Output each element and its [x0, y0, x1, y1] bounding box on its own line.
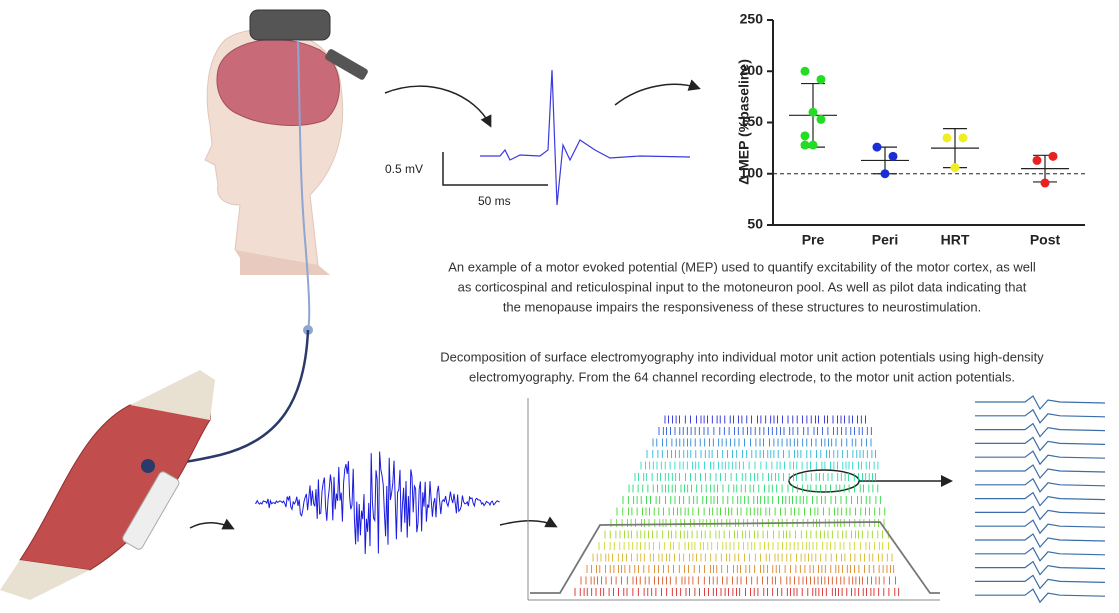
y-tick-label: 250	[740, 11, 764, 27]
y-axis-label: Δ MEP (%baseline)	[736, 59, 752, 185]
scale-bar	[442, 152, 548, 186]
muap-trace	[975, 464, 1106, 480]
spike-train	[616, 507, 886, 516]
muap-trace	[975, 491, 1106, 507]
emg-trace	[254, 451, 500, 555]
arrow	[614, 79, 701, 106]
data-point	[888, 151, 898, 161]
spike-train	[634, 473, 876, 481]
data-point	[800, 66, 810, 76]
muap-trace	[975, 533, 1106, 549]
spike-train	[592, 553, 893, 562]
muap-trace	[975, 422, 1106, 438]
data-point	[800, 131, 810, 141]
data-point	[816, 74, 826, 84]
data-point	[950, 163, 960, 173]
caption-line: An example of a motor evoked potential (…	[448, 259, 1036, 274]
arrow	[384, 85, 492, 128]
data-point	[1040, 178, 1050, 188]
muscle-illustration	[0, 370, 215, 600]
spike-train	[640, 461, 879, 470]
spike-train	[664, 415, 866, 424]
mep-chart: Δ MEP (%baseline) 50 100 150 200 250 Pre Peri H…	[736, 11, 1085, 248]
y-tick-label: 100	[740, 164, 764, 180]
scale-label: 50 ms	[478, 194, 511, 208]
muap-trace	[975, 395, 1106, 411]
data-point	[808, 107, 818, 117]
arrow	[189, 518, 235, 530]
spike-train	[598, 542, 889, 550]
firing-rate	[530, 521, 940, 594]
x-tick-label: Peri	[872, 232, 898, 248]
muap-trace	[975, 450, 1106, 466]
caption-line: electromyography. From the 64 channel re…	[469, 369, 1015, 384]
spike-train	[574, 588, 900, 596]
data-point	[800, 140, 810, 150]
data-point	[808, 140, 818, 150]
mep-trace	[480, 69, 691, 206]
data-point	[958, 133, 968, 143]
spike-train	[658, 427, 872, 435]
spike-train	[622, 496, 881, 504]
y-tick-label: 200	[740, 62, 764, 78]
caption-line: Decomposition of surface electromyograph…	[440, 349, 1044, 364]
cable	[297, 39, 311, 331]
muap-trace	[975, 477, 1106, 493]
muap-trace	[975, 546, 1106, 562]
x-tick-label: Pre	[802, 232, 825, 248]
y-tick-label: 50	[747, 216, 763, 232]
data-point	[816, 114, 826, 124]
muap-trace	[975, 436, 1106, 452]
caption-line: as corticospinal and reticulospinal inpu…	[458, 279, 1027, 294]
muap-trace	[975, 408, 1106, 424]
data-point	[880, 169, 890, 179]
muap-waveforms	[975, 395, 1106, 604]
spike-train	[586, 565, 895, 573]
caption-line: the menopause impairs the responsiveness…	[503, 299, 981, 314]
muap-trace	[975, 574, 1106, 590]
x-tick-label: HRT	[941, 232, 970, 248]
spike-train	[652, 438, 872, 447]
y-tick-label: 150	[740, 113, 764, 129]
emg-signal	[254, 451, 500, 555]
raster-plot	[527, 398, 953, 601]
scale-label: 0.5 mV	[385, 162, 423, 176]
spike-train	[628, 484, 879, 493]
x-tick-label: Post	[1030, 232, 1061, 248]
head-illustration	[204, 9, 368, 275]
data-point	[1032, 155, 1042, 165]
data-point	[942, 133, 952, 143]
spike-train	[604, 530, 889, 539]
muap-trace	[975, 519, 1106, 535]
arrow	[499, 516, 558, 528]
muap-trace	[975, 560, 1106, 576]
spike-train	[580, 576, 896, 585]
captions: An example of a motor evoked potential (…	[440, 259, 1044, 384]
data-point	[872, 142, 882, 152]
muap-trace	[975, 588, 1106, 604]
data-point	[1048, 151, 1058, 161]
muap-trace	[975, 505, 1106, 521]
spike-train	[646, 450, 876, 458]
